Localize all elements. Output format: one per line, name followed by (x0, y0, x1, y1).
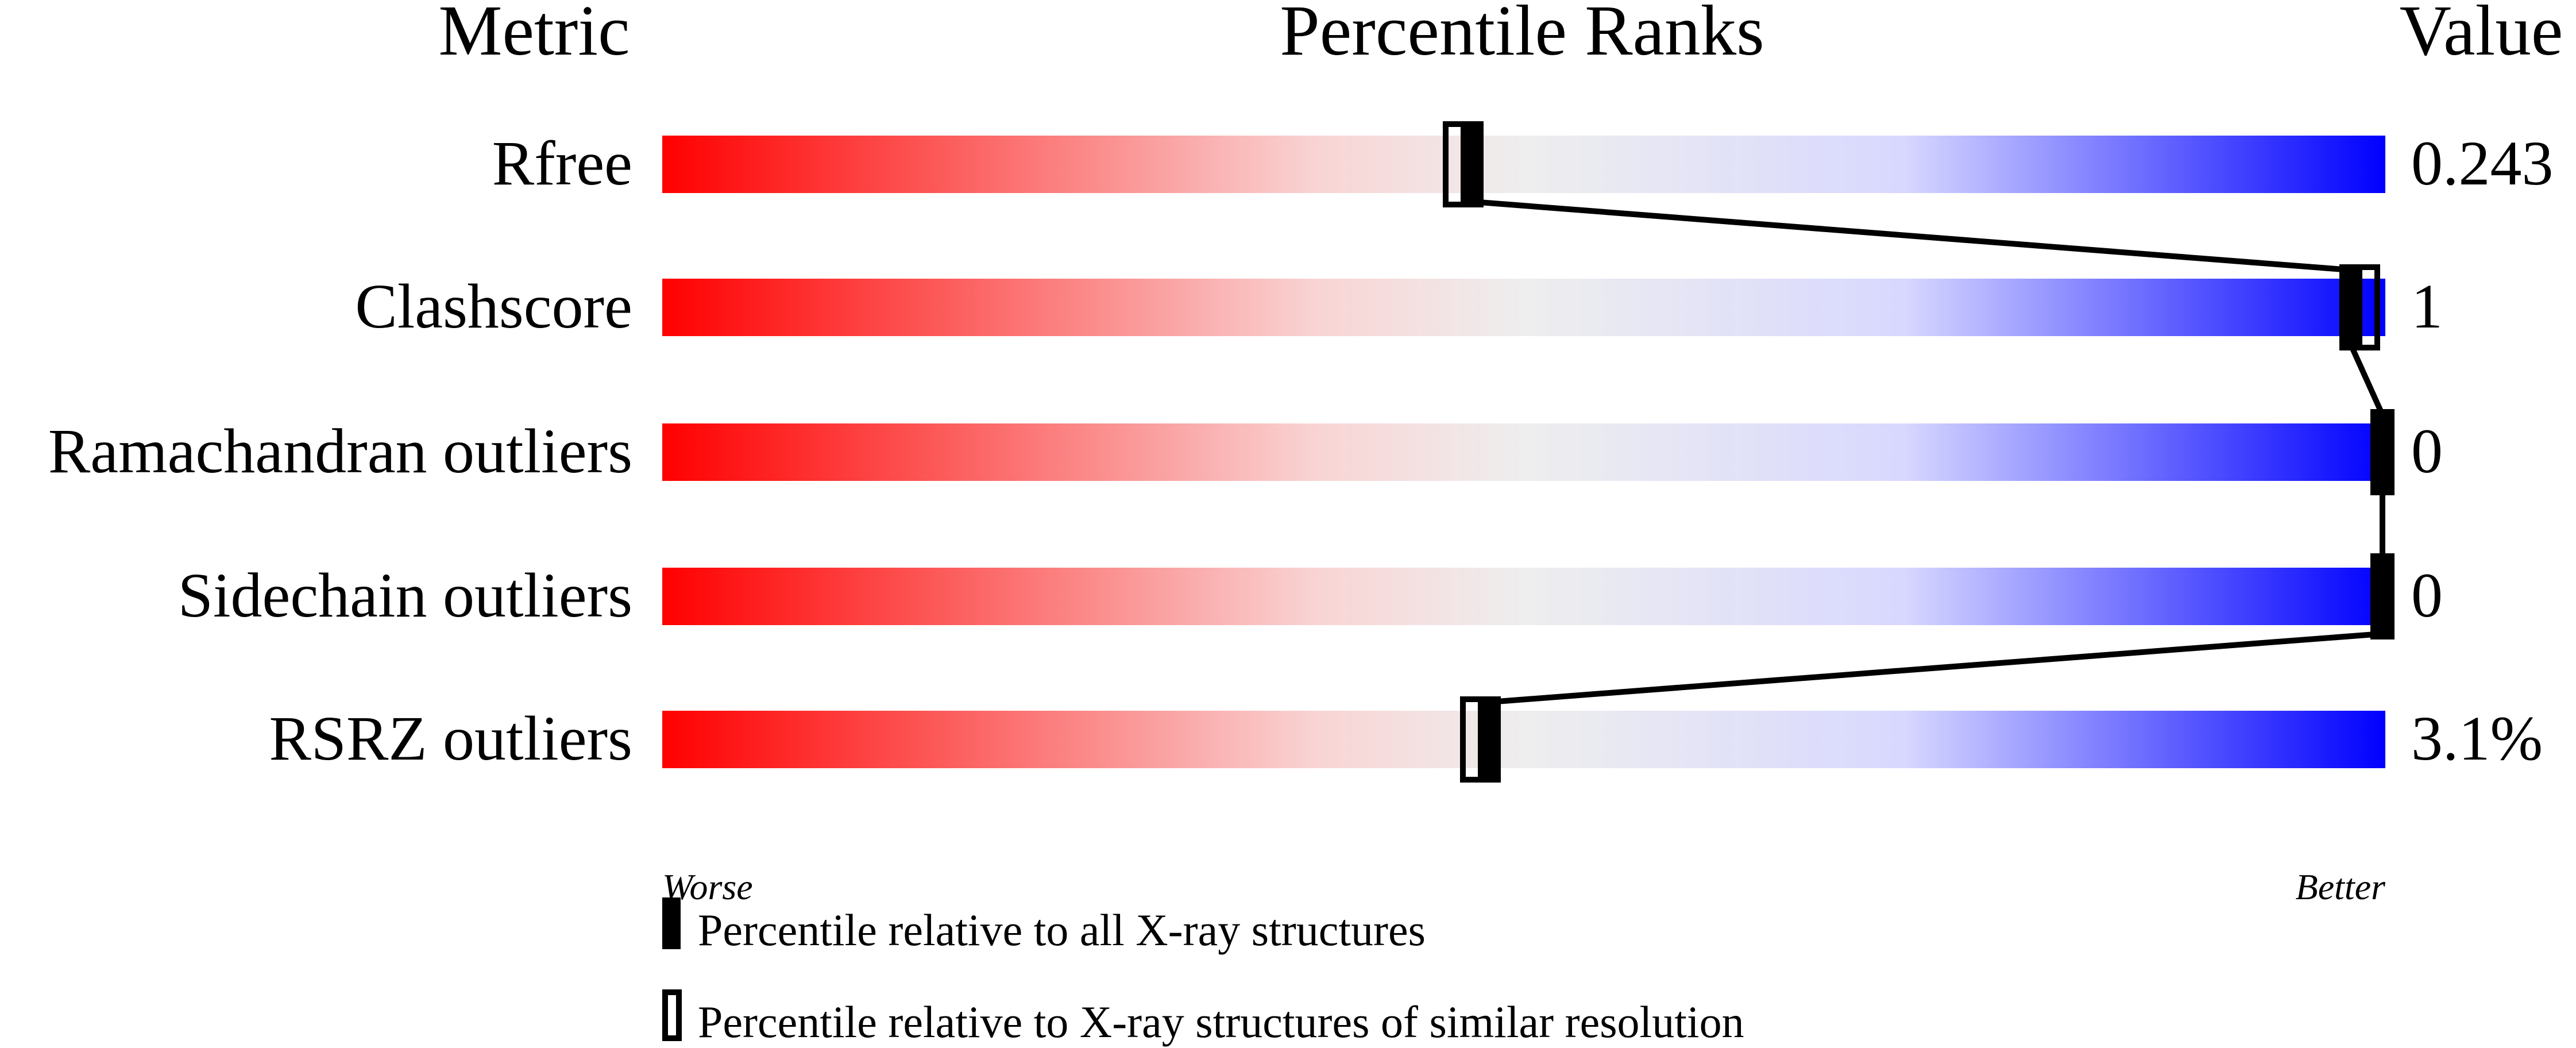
metric-label: Sidechain outliers (178, 560, 632, 630)
metric-value: 1 (2411, 271, 2443, 341)
percentile-bar (662, 711, 2385, 768)
marker-all-structures (1478, 696, 1501, 783)
connector-line (2348, 343, 2385, 417)
metric-label: Clashscore (355, 271, 632, 341)
marker-all-structures (2371, 409, 2394, 495)
metric-value: 0.243 (2411, 128, 2554, 198)
marker-all-structures (2371, 553, 2394, 639)
header-value: Value (2400, 0, 2563, 71)
connector-line (1472, 199, 2351, 273)
marker-all-structures (2339, 264, 2362, 350)
marker-all-structures (1461, 121, 1484, 207)
metric-value: 0 (2411, 416, 2443, 486)
legend-all-label: Percentile relative to all X-ray structu… (698, 905, 1426, 955)
metric-value: 0 (2411, 560, 2443, 630)
percentile-bar (662, 136, 2385, 193)
metric-value: 3.1% (2411, 703, 2543, 773)
percentile-bar (662, 568, 2385, 625)
header-metric: Metric (438, 0, 629, 71)
metric-label: Ramachandran outliers (48, 416, 632, 486)
metric-label: Rfree (492, 128, 632, 198)
metric-label: RSRZ outliers (269, 703, 632, 773)
connector-line (1489, 631, 2383, 705)
percentile-bar (662, 279, 2385, 336)
legend-hollow-marker (662, 989, 682, 1041)
header-percentile-ranks: Percentile Ranks (1280, 0, 1764, 71)
percentile-bar (662, 423, 2385, 481)
legend-similar-label: Percentile relative to X-ray structures … (698, 997, 1744, 1047)
legend-filled-marker (662, 897, 681, 949)
axis-label-better: Better (2296, 866, 2386, 907)
